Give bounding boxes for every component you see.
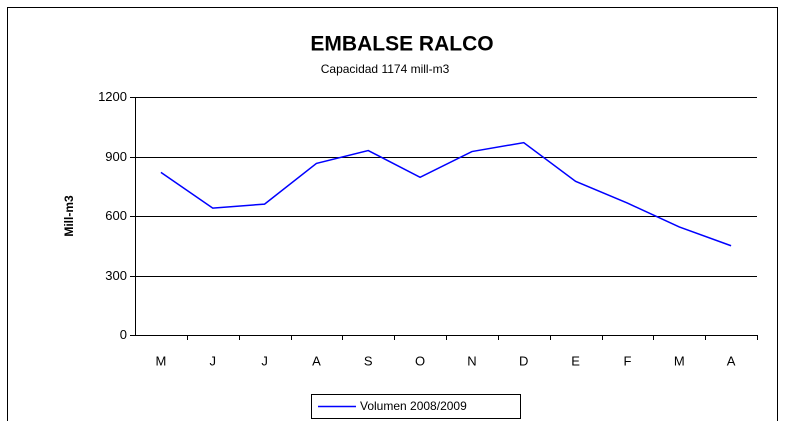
line-series <box>160 141 732 247</box>
chart-subtitle: Capacidad 1174 mill-m3 <box>321 62 450 76</box>
legend-label: Volumen 2008/2009 <box>360 399 467 413</box>
y-axis-label: Mill-m3 <box>62 195 76 237</box>
x-tick-label: D <box>519 353 528 368</box>
x-tick-label: O <box>415 353 425 368</box>
y-tick-label: 1200 <box>98 89 127 104</box>
y-tick-label: 0 <box>120 327 127 342</box>
y-tick-label: 300 <box>105 268 127 283</box>
x-tick-label: M <box>155 353 166 368</box>
x-tick-label: F <box>623 353 631 368</box>
y-tick-label: 600 <box>105 208 127 223</box>
x-tick-label: A <box>727 353 736 368</box>
x-tick-label: M <box>674 353 685 368</box>
legend <box>311 394 521 419</box>
x-tick-label: A <box>312 353 321 368</box>
chart-title: EMBALSE RALCO <box>310 33 493 56</box>
x-tick-label: E <box>571 353 580 368</box>
x-tick-label: S <box>364 353 373 368</box>
x-tick-label: J <box>261 353 268 368</box>
chart-frame <box>7 7 778 421</box>
x-tick-label: J <box>210 353 217 368</box>
y-tick-label: 900 <box>105 149 127 164</box>
x-tick-label: N <box>467 353 476 368</box>
